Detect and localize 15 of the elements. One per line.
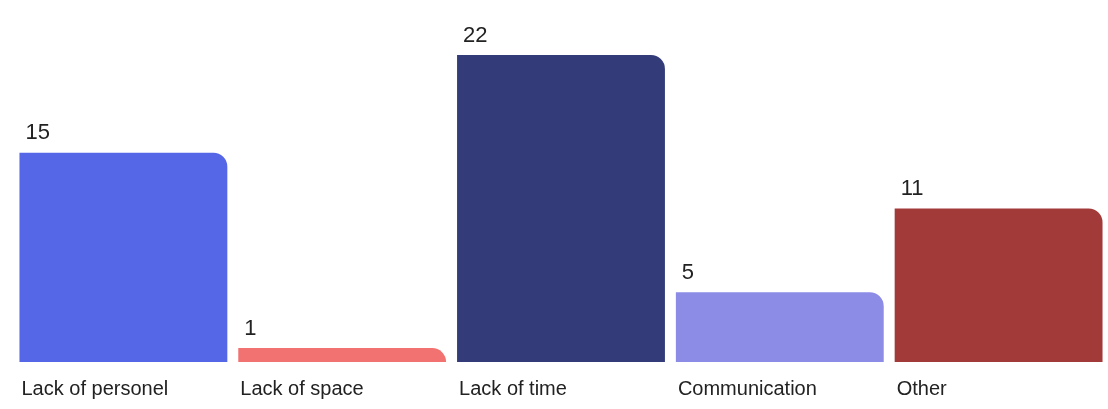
x-tick-label: Lack of personel bbox=[21, 377, 169, 399]
bar bbox=[19, 152, 228, 362]
data-label: 15 bbox=[25, 119, 50, 145]
bar bbox=[457, 55, 665, 362]
data-label: 1 bbox=[244, 314, 257, 340]
data-label: 11 bbox=[900, 175, 924, 200]
bar bbox=[894, 208, 1103, 362]
x-tick-label: Lack of time bbox=[459, 377, 567, 399]
x-tick-label: Communication bbox=[677, 377, 817, 399]
bar bbox=[675, 292, 884, 362]
bar bbox=[238, 348, 447, 362]
x-tick-label: Lack of space bbox=[240, 377, 364, 399]
x-tick-label: Other bbox=[896, 377, 948, 399]
data-label: 5 bbox=[681, 258, 695, 284]
data-label: 22 bbox=[463, 21, 488, 47]
